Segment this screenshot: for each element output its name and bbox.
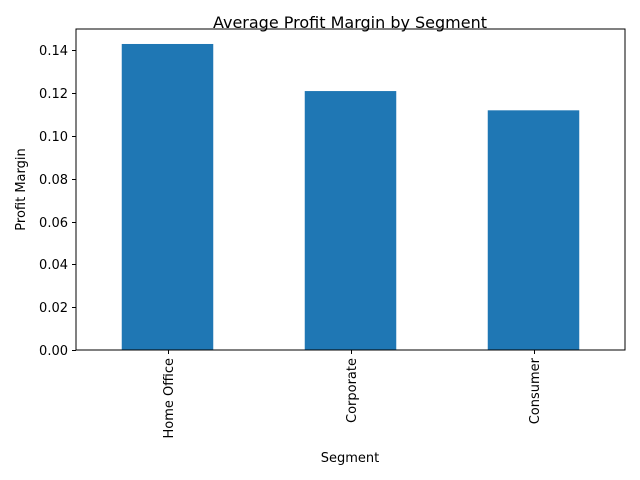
- x-axis-label: Segment: [321, 451, 380, 466]
- y-tick-label: 0.00: [39, 344, 68, 359]
- x-tick-label: Home Office: [162, 358, 177, 438]
- y-tick-label: 0.02: [39, 301, 68, 316]
- y-tick-label: 0.04: [39, 258, 68, 273]
- x-axis-ticks: Home Office Corporate Consumer: [162, 350, 543, 438]
- bar: [487, 110, 580, 350]
- y-axis-ticks: 0.00 0.02 0.04 0.06 0.08 0.10 0.12 0.14: [39, 44, 76, 359]
- y-tick-label: 0.10: [39, 130, 68, 145]
- plot-frame: [75, 28, 626, 351]
- bar: [121, 43, 214, 350]
- y-tick-label: 0.14: [39, 44, 68, 59]
- chart-title: Average Profit Margin by Segment: [213, 13, 487, 32]
- y-tick-label: 0.06: [39, 216, 68, 231]
- y-axis-label: Profit Margin: [14, 148, 29, 230]
- x-tick-label: Corporate: [345, 358, 360, 423]
- y-tick-label: 0.12: [39, 87, 68, 102]
- bar: [304, 91, 397, 350]
- bars: [121, 43, 580, 350]
- x-tick-label: Consumer: [528, 357, 543, 424]
- y-tick-label: 0.08: [39, 173, 68, 188]
